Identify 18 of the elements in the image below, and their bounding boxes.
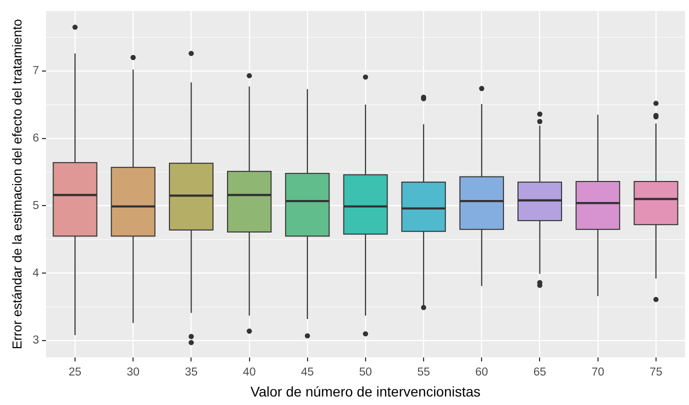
x-tick-label: 65 [533, 366, 546, 378]
y-tick-label: 3 [32, 334, 39, 347]
y-tick-label: 6 [32, 132, 39, 145]
x-tick-label: 30 [126, 366, 140, 378]
x-tick-label: 25 [68, 366, 82, 378]
x-tick-label: 55 [417, 366, 430, 378]
y-tick-label: 4 [32, 267, 40, 280]
y-tick-label: 7 [32, 65, 39, 78]
y-tick-label: 5 [32, 200, 39, 212]
y-axis-title: Error estándar de la estimacion del efecto del tratamiento [9, 19, 24, 350]
x-tick-label: 60 [475, 366, 488, 378]
x-tick-label: 75 [650, 366, 662, 378]
x-axis-title: Valor de número de intervencionistas [250, 383, 481, 400]
x-tick-label: 45 [301, 366, 314, 378]
x-tick-label: 35 [184, 366, 198, 378]
x-tick-label: 50 [359, 366, 372, 378]
x-tick-label: 40 [242, 366, 256, 378]
x-tick-label: 70 [591, 366, 604, 378]
